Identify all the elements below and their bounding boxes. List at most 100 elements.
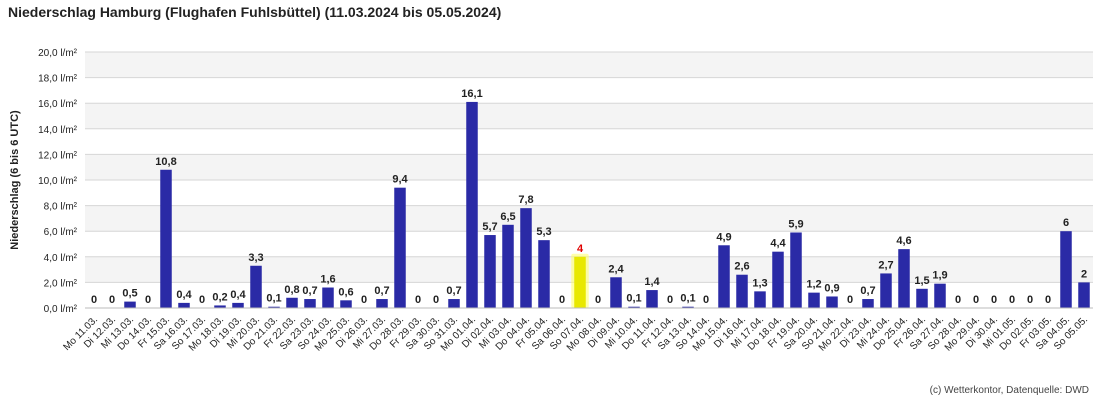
bar [520, 208, 532, 308]
data-label: 4 [577, 243, 584, 255]
data-label: 0 [199, 294, 205, 306]
data-label: 0 [415, 294, 421, 306]
bar [718, 245, 730, 308]
data-label: 4,9 [716, 231, 731, 243]
data-label: 0,2 [212, 291, 227, 303]
y-tick-label: 6,0 l/m² [44, 227, 78, 238]
data-label: 2 [1081, 268, 1087, 280]
bar [340, 300, 352, 308]
data-label: 4,6 [896, 235, 911, 247]
grid-band [85, 154, 1093, 180]
data-label: 1,2 [806, 279, 821, 291]
data-label: 1,3 [752, 277, 767, 289]
data-label: 0,1 [266, 293, 281, 305]
bar [376, 299, 388, 308]
y-tick-label: 14,0 l/m² [38, 125, 78, 136]
bar [916, 288, 928, 308]
bar [826, 296, 838, 308]
credit-note: (c) Wetterkontor, Datenquelle: DWD [929, 385, 1089, 396]
bar [232, 302, 244, 308]
data-label: 0,7 [446, 285, 461, 297]
bar [304, 299, 316, 308]
y-tick-label: 2,0 l/m² [44, 278, 78, 289]
grid-band [85, 52, 1093, 78]
bar [934, 283, 946, 308]
data-label: 4,4 [770, 238, 786, 250]
data-label: 9,4 [392, 174, 408, 186]
bar [736, 274, 748, 308]
data-label: 0,6 [338, 286, 353, 298]
y-tick-label: 8,0 l/m² [44, 202, 78, 213]
data-label: 0 [847, 294, 853, 306]
data-label: 2,4 [608, 263, 624, 275]
data-label: 1,9 [932, 270, 947, 282]
data-label: 0 [667, 294, 673, 306]
grid-band [85, 205, 1093, 232]
data-label: 1,5 [914, 275, 929, 287]
data-label: 0,8 [284, 284, 299, 296]
bar [484, 235, 496, 308]
data-label: 0 [1045, 294, 1051, 306]
data-label: 0,1 [626, 293, 641, 305]
data-label: 2,7 [878, 259, 893, 271]
bar [466, 101, 478, 308]
y-axis-label: Niederschlag (6 bis 6 UTC) [9, 110, 21, 250]
y-tick-label: 12,0 l/m² [38, 150, 78, 161]
data-label: 0 [433, 294, 439, 306]
bar [646, 290, 658, 308]
bar [124, 301, 136, 308]
data-label: 2,6 [734, 261, 749, 273]
bar [448, 299, 460, 308]
chart-title: Niederschlag Hamburg (Flughafen Fuhlsbüt… [8, 4, 502, 20]
bar [160, 169, 172, 308]
data-label: 0,7 [860, 285, 875, 297]
data-label: 10,8 [155, 156, 176, 168]
y-tick-label: 4,0 l/m² [44, 253, 78, 264]
data-label: 6,5 [500, 211, 515, 223]
bar [772, 251, 784, 308]
data-label: 6 [1063, 217, 1069, 229]
bar [574, 256, 586, 308]
data-label: 0,5 [122, 288, 137, 300]
data-label: 5,9 [788, 218, 803, 230]
y-tick-label: 20,0 l/m² [38, 48, 78, 59]
bar [268, 306, 280, 308]
bar [178, 302, 190, 308]
data-label: 0 [595, 294, 601, 306]
bar [394, 187, 406, 308]
y-tick-label: 10,0 l/m² [38, 176, 78, 187]
data-label: 16,1 [461, 88, 482, 100]
data-label: 7,8 [518, 194, 533, 206]
bar [502, 224, 514, 308]
data-label: 0 [955, 294, 961, 306]
data-label: 0,7 [302, 285, 317, 297]
data-label: 0 [559, 294, 565, 306]
bar [610, 277, 622, 308]
bar [808, 292, 820, 308]
data-label: 0 [703, 294, 709, 306]
data-label: 3,3 [248, 252, 263, 264]
bar [1060, 231, 1072, 308]
y-tick-label: 16,0 l/m² [38, 99, 78, 110]
data-label: 0,7 [374, 285, 389, 297]
data-label: 0,1 [680, 293, 695, 305]
data-label: 0 [1027, 294, 1033, 306]
bar [862, 299, 874, 308]
bar [1078, 282, 1090, 308]
grid-band [85, 103, 1093, 129]
data-label: 1,6 [320, 274, 335, 286]
data-label: 0 [973, 294, 979, 306]
data-label: 0 [991, 294, 997, 306]
data-label: 5,7 [482, 221, 497, 233]
bar [682, 306, 694, 308]
bar [898, 249, 910, 308]
data-label: 1,4 [644, 276, 660, 288]
data-label: 0,9 [824, 282, 839, 294]
y-tick-label: 18,0 l/m² [38, 74, 78, 85]
bar [214, 305, 226, 308]
y-tick-label: 0,0 l/m² [44, 304, 78, 315]
bar [538, 240, 550, 308]
bar [250, 265, 262, 308]
data-label: 0,4 [176, 289, 192, 301]
